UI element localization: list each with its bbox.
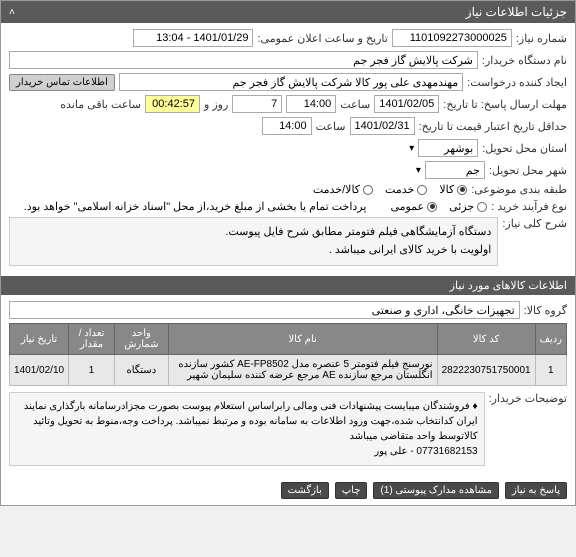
cell-unit: دستگاه <box>114 355 168 386</box>
validity-time-field: 14:00 <box>262 117 312 135</box>
group-field: تجهیزات خانگی، اداری و صنعتی <box>9 301 520 319</box>
payment-note: پرداخت تمام یا بخشی از مبلغ خرید،از محل … <box>24 200 367 213</box>
validity-date-field: 1401/02/31 <box>350 117 415 135</box>
remain-label: ساعت باقی مانده <box>60 98 141 111</box>
buyer-org-field: شرکت پالایش گاز فجر جم <box>9 51 478 69</box>
explain-label: توضیحات خریدار: <box>489 392 567 405</box>
goods-header: اطلاعات کالاهای مورد نیاز <box>1 276 575 295</box>
col-qty: تعداد / مقدار <box>69 324 115 355</box>
province-label: استان محل تحویل: <box>482 142 567 155</box>
radio-goods[interactable]: کالا <box>439 183 467 196</box>
reply-button[interactable]: پاسخ به نیاز <box>505 482 567 499</box>
col-date: تاریخ نیاز <box>10 324 69 355</box>
validity-label: حداقل تاریخ اعتبار قیمت تا تاریخ: <box>419 120 567 133</box>
back-button[interactable]: بازگشت <box>281 482 329 499</box>
attachments-button[interactable]: مشاهده مدارک پیوستی (1) <box>373 482 499 499</box>
need-no-field: 1101092273000025 <box>392 29 512 47</box>
time-label-2: ساعت <box>316 120 346 133</box>
dropdown-icon[interactable]: ▾ <box>416 165 421 176</box>
buyer-org-label: نام دستگاه خریدار: <box>482 54 567 67</box>
need-no-label: شماره نیاز: <box>516 32 567 45</box>
goods-table: ردیف کد کالا نام کالا واحد شمارش تعداد /… <box>9 323 567 386</box>
countdown-field: 00:42:57 <box>145 95 200 113</box>
province-field: بوشهر <box>418 139 478 157</box>
requester-field: مهندمهدی علی پور کالا شرکت پالایش گاز فج… <box>119 73 463 91</box>
process-label: نوع فرآیند خرید : <box>491 200 567 213</box>
col-code: کد کالا <box>437 324 535 355</box>
radio-partial[interactable]: جزئی <box>449 200 487 213</box>
city-field: جم <box>425 161 485 179</box>
category-label: طبقه بندی موضوعی: <box>471 183 567 196</box>
radio-full[interactable]: عمومی <box>390 200 437 213</box>
print-button[interactable]: چاپ <box>335 482 368 499</box>
col-idx: ردیف <box>535 324 566 355</box>
contact-button[interactable]: اطلاعات تماس خریدار <box>9 74 115 91</box>
deadline-date-field: 1401/02/05 <box>374 95 439 113</box>
cell-code: 2822230751750001 <box>437 355 535 386</box>
panel-title: جزئیات اطلاعات نیاز <box>466 5 567 19</box>
table-row: 1 2822230751750001 نورسنج فیلم فتومتر 5 … <box>10 355 567 386</box>
desc-label: شرح کلی نیاز: <box>502 217 567 230</box>
cell-qty: 1 <box>69 355 115 386</box>
announce-field: 1401/01/29 - 13:04 <box>133 29 253 47</box>
requester-label: ایجاد کننده درخواست: <box>467 76 567 89</box>
desc-box: دستگاه آزمایشگاهی فیلم فتومتر مطابق شرح … <box>9 217 498 266</box>
process-radio-group: جزئی عمومی <box>390 200 487 213</box>
cell-name: نورسنج فیلم فتومتر 5 عنصره مدل AE-FP8502… <box>168 355 437 386</box>
city-label: شهر محل تحویل: <box>489 164 567 177</box>
group-label: گروه کالا: <box>524 304 567 317</box>
collapse-icon[interactable]: ˄ <box>9 7 15 18</box>
deadline-time-field: 14:00 <box>286 95 336 113</box>
panel-header: جزئیات اطلاعات نیاز ˄ <box>1 1 575 23</box>
days-field: 7 <box>232 95 282 113</box>
day-label: روز و <box>204 98 228 111</box>
category-radio-group: کالا خدمت کالا/خدمت <box>313 183 467 196</box>
col-name: نام کالا <box>168 324 437 355</box>
announce-label: تاریخ و ساعت اعلان عمومی: <box>257 32 387 45</box>
time-label-1: ساعت <box>340 98 370 111</box>
deadline-label: مهلت ارسال پاسخ: تا تاریخ: <box>443 98 567 111</box>
dropdown-icon[interactable]: ▾ <box>409 143 414 154</box>
radio-service[interactable]: خدمت <box>385 183 427 196</box>
col-unit: واحد شمارش <box>114 324 168 355</box>
cell-idx: 1 <box>535 355 566 386</box>
explain-box: ♦ فروشندگان میبایست پیشنهادات فنی ومالی … <box>9 392 485 466</box>
radio-both[interactable]: کالا/خدمت <box>313 183 373 196</box>
cell-date: 1401/02/10 <box>10 355 69 386</box>
